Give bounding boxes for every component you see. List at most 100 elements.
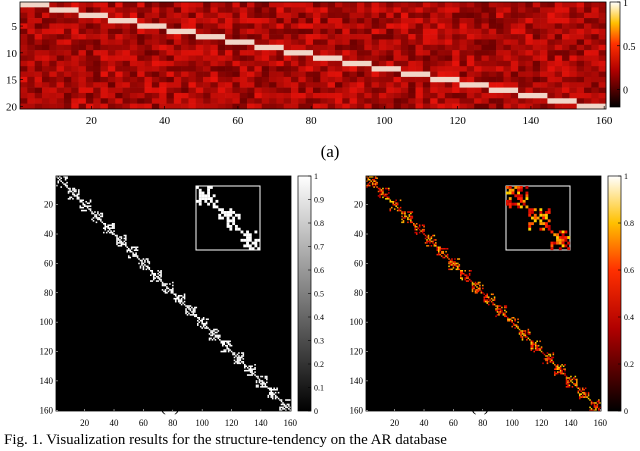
panel-b-inset-cell (246, 230, 249, 234)
panel-c-cell (567, 380, 569, 382)
panel-b-cell (158, 271, 161, 274)
panel-a-cell (496, 87, 504, 94)
panel-a-cell (400, 60, 409, 67)
panel-c-cell (461, 277, 464, 279)
panel-a-cell (444, 12, 453, 19)
panel-c-cell (380, 193, 383, 196)
panel-c-cell (479, 286, 481, 288)
panel-c-inset-cell (561, 236, 565, 239)
panel-a-cell (378, 12, 387, 19)
panel-a-cell (56, 55, 65, 62)
panel-a-cell (305, 87, 314, 94)
panel-c-cell (437, 250, 440, 253)
panel-a-cell (203, 103, 211, 110)
panel-a-cell (188, 28, 197, 35)
panel-a-cell (393, 98, 402, 104)
panel-b-inset-cell (226, 211, 230, 214)
panel-c-colorbar-label: 0.8 (624, 219, 634, 228)
panel-b-xtick-label: 60 (139, 418, 149, 428)
panel-b-cell (83, 203, 86, 206)
panel-b-inset-cell (243, 238, 247, 242)
panel-a-cell (503, 71, 512, 78)
panel-a-cell (444, 39, 453, 46)
panel-b-cell (83, 209, 86, 212)
panel-a-cell (313, 23, 321, 30)
panel-a-cell (107, 39, 116, 46)
panel-a-cell (195, 60, 204, 67)
panel-c-cell (404, 211, 406, 213)
panel-b-cell (248, 374, 250, 376)
panel-a-cell (569, 39, 578, 46)
panel-c-cell (399, 209, 402, 212)
panel-b-cell (221, 344, 224, 347)
panel-b-colorbar-label: 0.1 (314, 384, 324, 393)
panel-a-cell (195, 2, 204, 8)
panel-a-cell (203, 12, 211, 19)
panel-a-cell (437, 44, 446, 51)
panel-a-cell (584, 103, 592, 110)
panel-a-cell (540, 44, 548, 51)
panel-c-cell (504, 309, 506, 312)
panel-a-cell (291, 87, 299, 94)
panel-a-cell (276, 44, 285, 51)
panel-a-cell (437, 18, 446, 24)
panel-c-cell (423, 224, 425, 227)
panel-a-cell (225, 18, 233, 24)
panel-c-xtick-label: 80 (478, 418, 488, 428)
panel-c-cell (388, 192, 390, 194)
panel-b-cell (76, 198, 79, 200)
panel-b-cell (192, 311, 195, 313)
panel-a-cell (41, 12, 50, 19)
panel-b-cell (242, 352, 245, 354)
panel-b-cell (72, 189, 74, 191)
panel-a-cell (115, 34, 123, 40)
panel-b-cell (221, 343, 224, 346)
panel-a-cell (41, 71, 50, 78)
panel-c-cell (581, 387, 584, 390)
panel-a-cell (452, 92, 460, 99)
panel-a-cell (195, 39, 204, 46)
panel-c-cell (392, 202, 395, 205)
panel-c-cell (443, 247, 446, 250)
panel-a-cell (115, 82, 123, 88)
panel-a-cell (291, 66, 299, 72)
panel-b-cell (154, 274, 156, 276)
panel-a-cell (518, 34, 526, 40)
panel-a-cell (518, 44, 526, 51)
panel-c-cell (421, 231, 424, 234)
panel-a-cell (210, 50, 219, 56)
panel-a-cell (276, 76, 285, 83)
panel-a-cell (254, 98, 263, 104)
panel-a-cell (78, 60, 87, 67)
panel-c-cell (424, 237, 427, 240)
panel-b-cell (111, 227, 114, 229)
panel-b-cell (158, 274, 161, 276)
panel-a-cell (378, 44, 387, 51)
panel-a-cell (313, 7, 321, 13)
panel-a-cell (430, 44, 438, 51)
panel-c-cell (581, 391, 584, 394)
panel-c-cell (452, 261, 455, 263)
panel-a-cell (422, 7, 431, 13)
panel-c-cell (598, 402, 600, 404)
panel-b-cell (217, 337, 220, 340)
panel-c-cell (446, 253, 449, 256)
panel-a-cell (408, 76, 416, 83)
panel-a-cell (518, 82, 526, 88)
panel-a-cell (554, 39, 563, 46)
panel-c-cell (366, 184, 368, 187)
panel-a-cell (85, 66, 94, 72)
panel-c-inset-cell (556, 236, 559, 239)
panel-c-cell (398, 209, 400, 212)
panel-a-cell (364, 55, 372, 62)
panel-a-cell (27, 23, 35, 30)
panel-a-cell (107, 92, 116, 99)
panel-a-cell (452, 55, 460, 62)
panel-b-cell (185, 312, 187, 315)
panel-b-cell (116, 240, 118, 243)
panel-a-cell (100, 50, 109, 56)
panel-b-cell (111, 231, 114, 234)
panel-a-cell (408, 23, 416, 30)
panel-c-cell (504, 306, 506, 309)
panel-c-cell (464, 277, 466, 279)
